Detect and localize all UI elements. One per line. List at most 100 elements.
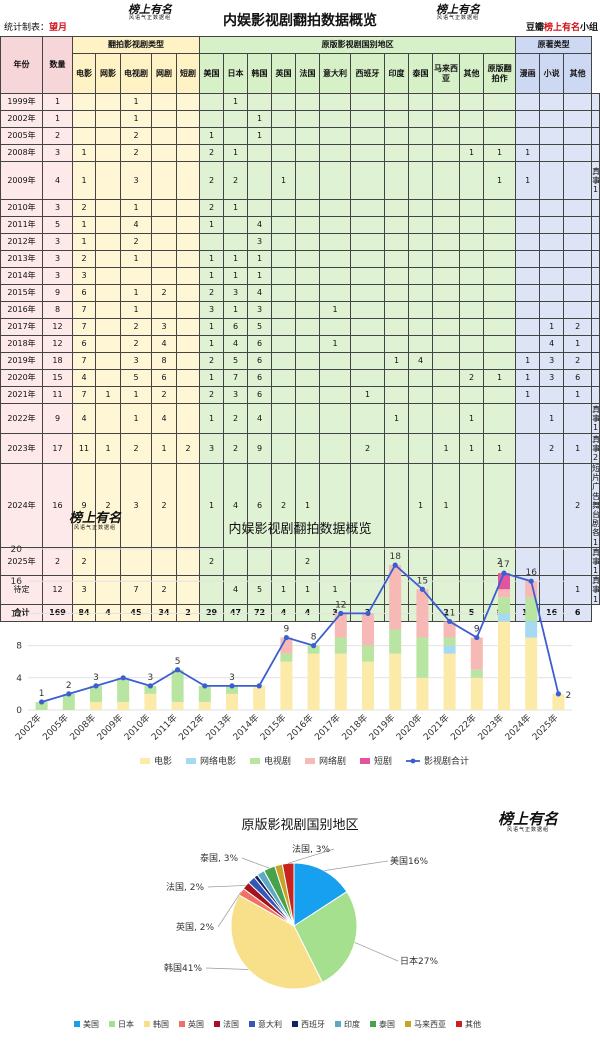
th-col: 韩国 xyxy=(247,53,273,94)
table-cell xyxy=(539,161,565,200)
cell-count: 8 xyxy=(42,301,73,319)
table-cell: 2 xyxy=(199,144,225,162)
bar-segment xyxy=(35,701,48,710)
table-cell xyxy=(295,233,321,251)
table-cell: 1 xyxy=(247,110,273,128)
pie-leader xyxy=(207,885,246,888)
logo-chart: 榜上有名 风语气正数据组 xyxy=(60,512,130,531)
table-cell: 9 xyxy=(247,433,273,464)
table-cell xyxy=(199,233,225,251)
table-cell xyxy=(408,110,434,128)
bar-segment xyxy=(307,653,320,710)
table-cell xyxy=(72,110,96,128)
table-cell xyxy=(408,127,434,145)
cell-year: 2017年 xyxy=(0,318,43,336)
table-cell: 2 xyxy=(120,433,152,464)
table-cell xyxy=(271,546,297,577)
table-cell xyxy=(483,216,517,234)
table-cell xyxy=(175,250,201,268)
table-cell xyxy=(432,369,461,387)
table-cell: 1 xyxy=(319,335,352,353)
table-cell xyxy=(95,301,121,319)
table-cell xyxy=(483,335,517,353)
pie-slice xyxy=(230,894,324,990)
table-cell xyxy=(483,318,517,336)
bar-segment xyxy=(443,637,456,646)
table-cell: 1 xyxy=(271,161,297,200)
table-cell xyxy=(591,250,600,268)
line-point xyxy=(419,586,425,592)
x-tick-label: 2021年 xyxy=(421,712,452,743)
table-cell: 11 xyxy=(72,433,96,464)
table-cell xyxy=(591,352,600,370)
table-cell xyxy=(175,110,201,128)
table-cell xyxy=(295,318,321,336)
cell-year: 2011年 xyxy=(0,216,43,234)
table-cell: 1 xyxy=(120,386,152,404)
th-col: 印度 xyxy=(384,53,410,94)
bar-segment xyxy=(334,613,347,638)
table-cell xyxy=(515,267,541,285)
table-cell: 1 xyxy=(539,403,565,434)
table-cell: 2 xyxy=(271,463,297,548)
table-cell xyxy=(223,216,249,234)
table-cell: 3 xyxy=(223,284,249,302)
table-cell: 1 xyxy=(432,463,461,548)
table-cell: 2 xyxy=(175,603,201,622)
data-label: 17 xyxy=(498,560,509,570)
table-cell: 2 xyxy=(563,463,593,548)
table-cell: 1 xyxy=(199,318,225,336)
table-cell: 9 xyxy=(72,463,96,548)
table-cell: 2 xyxy=(199,284,225,302)
table-cell xyxy=(563,233,593,251)
data-label: 8 xyxy=(311,633,317,643)
legend-label: 电影 xyxy=(154,755,172,767)
table-cell: 1 xyxy=(483,433,517,464)
table-cell xyxy=(350,403,386,434)
table-cell: 1 xyxy=(95,433,121,464)
table-cell xyxy=(72,93,96,111)
table-row: 1999年 1 1 1 xyxy=(0,93,600,111)
table-cell xyxy=(591,144,600,162)
table-cell: 3 xyxy=(539,352,565,370)
table-cell xyxy=(432,403,461,434)
table-cell xyxy=(515,233,541,251)
x-tick-label: 2018年 xyxy=(339,712,370,743)
cell-year: 2014年 xyxy=(0,267,43,285)
table-cell xyxy=(319,352,352,370)
table-cell xyxy=(175,233,201,251)
table-cell: 1 xyxy=(459,403,485,434)
cell-count: 3 xyxy=(42,267,73,285)
table-cell: 2 xyxy=(199,546,225,577)
legend-swatch xyxy=(456,1021,462,1027)
bar-segment xyxy=(552,693,565,710)
table-cell: 3 xyxy=(247,233,273,251)
pie-label: 韩国41% xyxy=(164,962,202,974)
table-cell xyxy=(319,403,352,434)
cell-year: 2013年 xyxy=(0,250,43,268)
table-cell xyxy=(151,199,177,217)
line-point xyxy=(311,643,317,649)
table-cell: 45 xyxy=(120,603,152,622)
table-cell xyxy=(459,575,485,605)
table-cell xyxy=(295,369,321,387)
table-row: 2016年 8 7 1 3 1 3 1 xyxy=(0,301,600,319)
table-cell xyxy=(350,161,386,200)
table-cell xyxy=(319,127,352,145)
table-cell: 4 xyxy=(271,603,297,622)
table-cell: 6 xyxy=(247,335,273,353)
table-cell: 1 xyxy=(72,233,96,251)
table-cell xyxy=(515,110,541,128)
table-cell xyxy=(515,546,541,577)
table-cell xyxy=(350,250,386,268)
table-cell xyxy=(95,144,121,162)
table-cell xyxy=(384,463,410,548)
table-cell xyxy=(408,335,434,353)
table-cell xyxy=(539,267,565,285)
data-label: 16 xyxy=(525,568,537,578)
legend-swatch xyxy=(74,1021,80,1027)
bar-segment xyxy=(198,701,211,710)
bar-segment xyxy=(498,573,510,590)
table-cell xyxy=(271,386,297,404)
table-cell xyxy=(408,161,434,200)
